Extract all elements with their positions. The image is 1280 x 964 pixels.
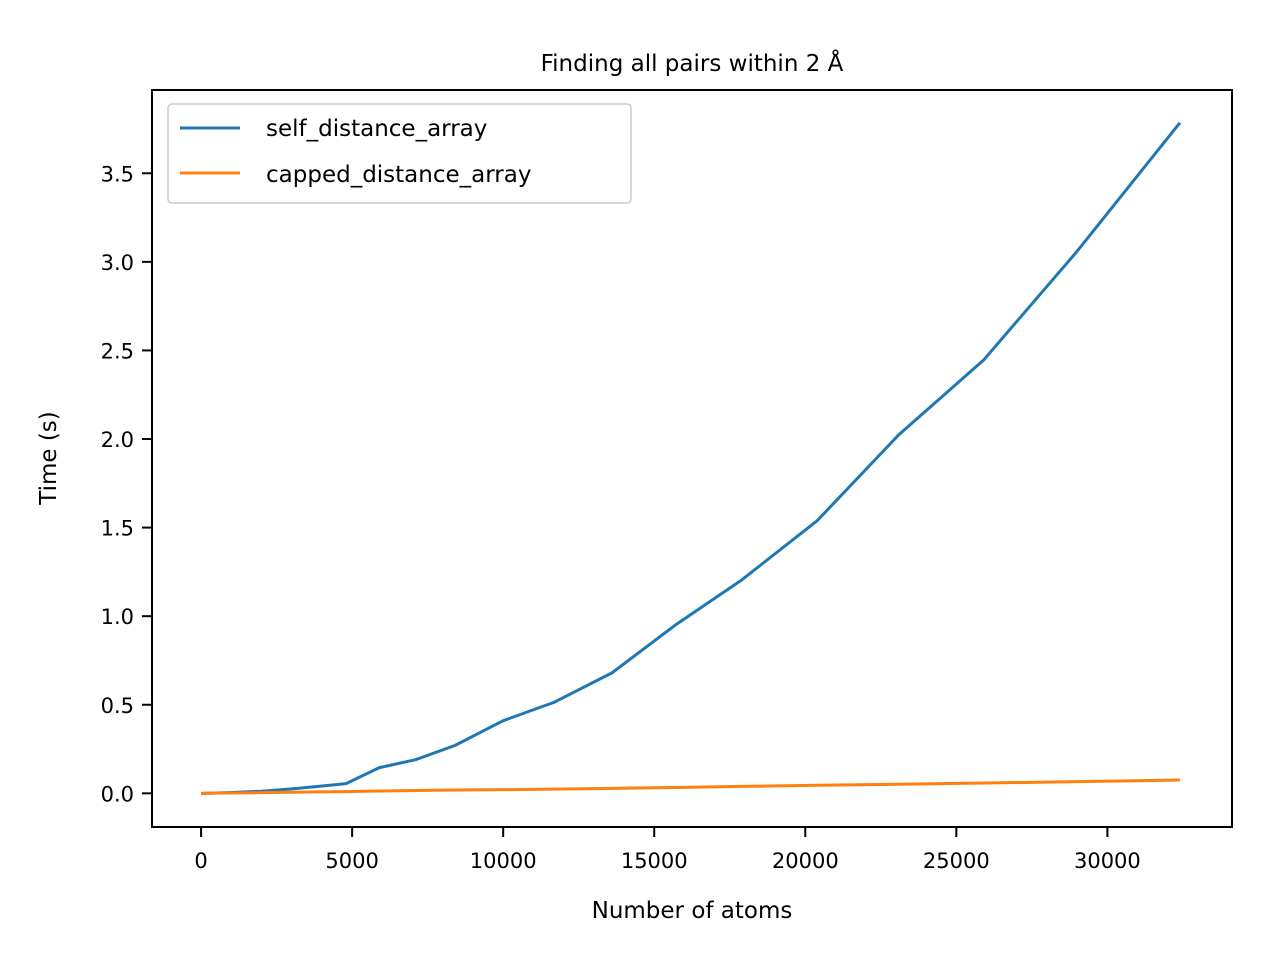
y-tick-label: 2.5 [101, 339, 134, 363]
data-point-capped-distance-array [611, 787, 613, 789]
series-layer [200, 121, 1182, 795]
data-point-capped-distance-array [345, 790, 347, 792]
x-axis-label: Number of atoms [592, 898, 793, 924]
data-point-capped-distance-array [260, 791, 262, 793]
data-point-capped-distance-array [378, 790, 380, 792]
y-tick-label: 3.5 [101, 162, 134, 186]
data-point-capped-distance-array [1179, 779, 1181, 781]
data-point-self-distance-array [315, 785, 317, 787]
data-point-self-distance-array [674, 624, 676, 626]
x-tick-label: 0 [194, 849, 207, 873]
data-point-self-distance-array [816, 519, 818, 521]
data-point-self-distance-array [898, 433, 900, 435]
y-axis-label: Time (s) [36, 411, 62, 506]
data-point-self-distance-array [345, 782, 347, 784]
x-axis-ticks: 0 5000 10000 15000 20000 25000 30000 [194, 827, 1141, 873]
y-tick-label: 3.0 [101, 251, 134, 275]
data-point-capped-distance-array [315, 791, 317, 793]
data-point-self-distance-array [553, 701, 555, 703]
data-point-self-distance-array [454, 744, 456, 746]
data-point-self-distance-array [982, 359, 984, 361]
axes-frame [151, 89, 1233, 828]
y-tick-label: 1.0 [101, 605, 134, 629]
y-tick-label: 2.0 [101, 428, 134, 452]
x-tick-label: 10000 [470, 849, 537, 873]
x-tick-label: 30000 [1074, 849, 1141, 873]
data-point-capped-distance-array [553, 788, 555, 790]
series-line-self-distance-array [201, 121, 1182, 795]
data-point-self-distance-array [741, 579, 743, 581]
y-axis-ticks: 0.0 0.5 1.0 1.5 2.0 2.5 3.0 3.5 [101, 162, 152, 806]
data-point-self-distance-array [378, 766, 380, 768]
x-tick-label: 5000 [325, 849, 378, 873]
data-point-capped-distance-array [674, 786, 676, 788]
data-point-capped-distance-array [454, 789, 456, 791]
data-point-capped-distance-array [741, 785, 743, 787]
data-point-self-distance-array [1076, 250, 1078, 252]
legend-label-self-distance-array: self_distance_array [266, 116, 487, 142]
x-tick-label: 15000 [621, 849, 688, 873]
data-point-capped-distance-array [816, 784, 818, 786]
data-point-capped-distance-array [215, 792, 217, 794]
chart-title: Finding all pairs within 2 Å [541, 49, 844, 77]
legend-box [167, 103, 632, 204]
data-point-capped-distance-array [502, 788, 504, 790]
data-point-capped-distance-array [200, 792, 202, 794]
x-tick-label: 25000 [923, 849, 990, 873]
series-line-capped-distance-array [201, 778, 1180, 795]
data-point-capped-distance-array [982, 782, 984, 784]
data-point-self-distance-array [1179, 122, 1181, 124]
data-point-capped-distance-array [291, 791, 293, 793]
data-point-capped-distance-array [230, 792, 232, 794]
data-point-self-distance-array [611, 672, 613, 674]
y-tick-label: 0.0 [101, 782, 134, 806]
legend-label-capped-distance-array: capped_distance_array [266, 162, 531, 188]
x-tick-label: 20000 [772, 849, 839, 873]
y-tick-label: 0.5 [101, 694, 134, 718]
data-point-capped-distance-array [898, 783, 900, 785]
data-point-capped-distance-array [1076, 780, 1078, 782]
data-point-self-distance-array [414, 758, 416, 760]
data-point-self-distance-array [502, 720, 504, 722]
legend: self_distance_array capped_distance_arra… [167, 103, 632, 204]
y-tick-label: 1.5 [101, 517, 134, 541]
data-point-self-distance-array [291, 788, 293, 790]
data-point-capped-distance-array [414, 789, 416, 791]
